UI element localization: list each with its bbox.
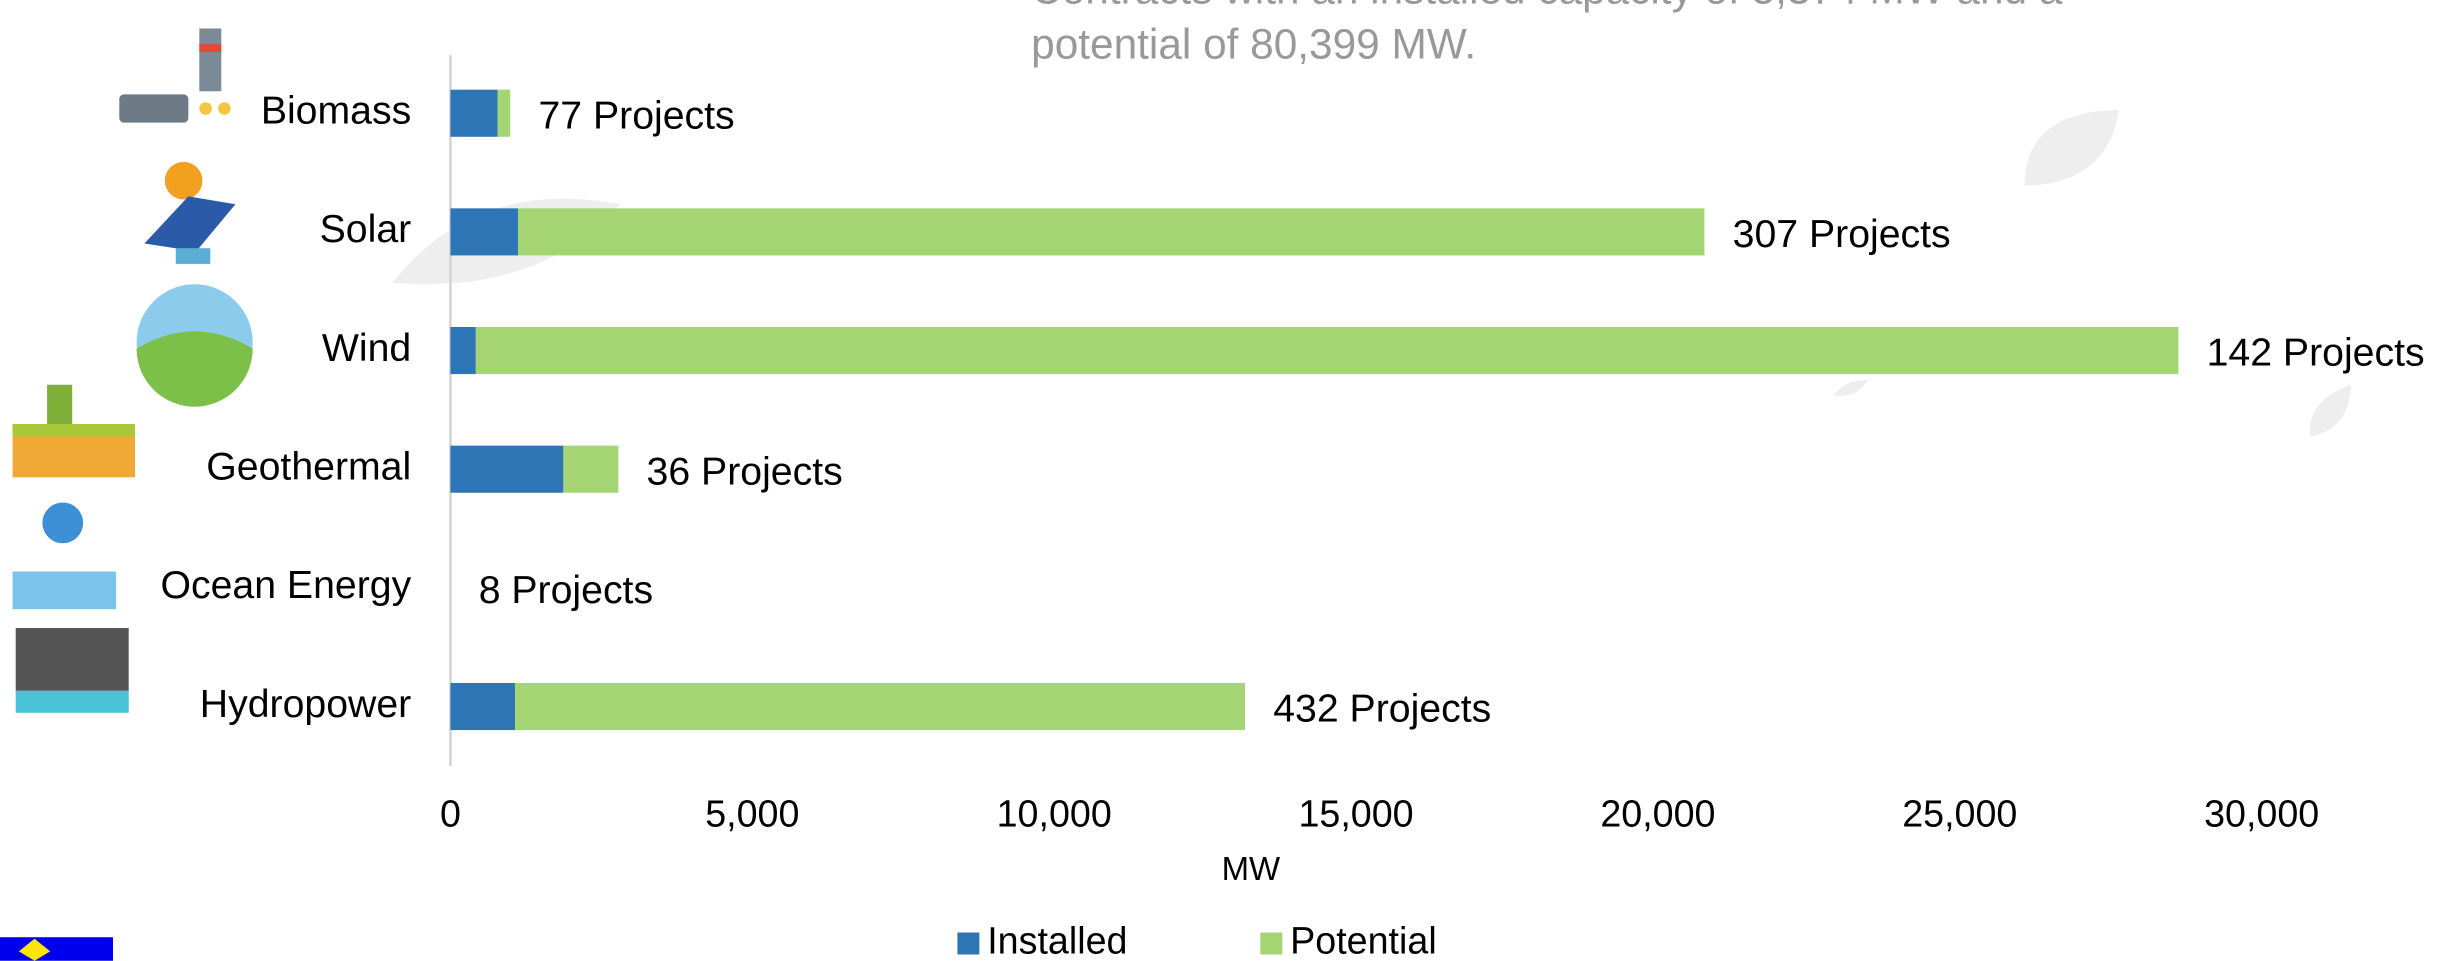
bar-segment [475,327,2179,375]
icons [0,28,253,961]
legend-swatch [957,932,980,955]
bar-label: 77 Projects [538,93,734,137]
bar-label: 36 Projects [647,449,843,493]
x-tick-label: 0 [440,792,461,834]
bar-segment [563,445,619,493]
bar-label: 142 Projects [2207,331,2425,375]
category-label: Geothermal [206,445,411,489]
bar-segment [518,208,1705,256]
x-tick-label: 15,000 [1298,792,1413,834]
x-axis-label: MW [1222,850,1281,887]
legend-swatch [1260,932,1283,955]
legend-label: Potential [1290,919,1437,961]
bar-label: 432 Projects [1273,687,1491,731]
decoration [392,110,2352,437]
bar-segment [450,327,476,375]
x-tick-label: 5,000 [705,792,799,834]
bar-segment [450,445,564,493]
legend-label: Installed [987,919,1127,961]
category-label: Ocean Energy [160,563,411,607]
category-label: Hydropower [200,682,411,726]
bar-segment [450,208,519,256]
x-tick-label: 25,000 [1902,792,2017,834]
category-label: Wind [322,326,411,370]
x-tick-label: 20,000 [1600,792,1715,834]
category-label: Solar [320,207,412,251]
x-tick-label: 30,000 [2204,792,2319,834]
x-tick-label: 10,000 [997,792,1112,834]
bar-label: 8 Projects [479,568,653,612]
category-label: Biomass [261,89,411,133]
bar-segment [497,89,511,137]
note-line: potential of 80,399 MW. [1031,21,1476,68]
bar-segment [450,89,498,137]
bar-label: 307 Projects [1733,212,1951,256]
bar-segment [450,682,516,731]
note-line: Contracts with an installed capacity of … [1031,0,2063,13]
bar-segment [515,682,1245,731]
